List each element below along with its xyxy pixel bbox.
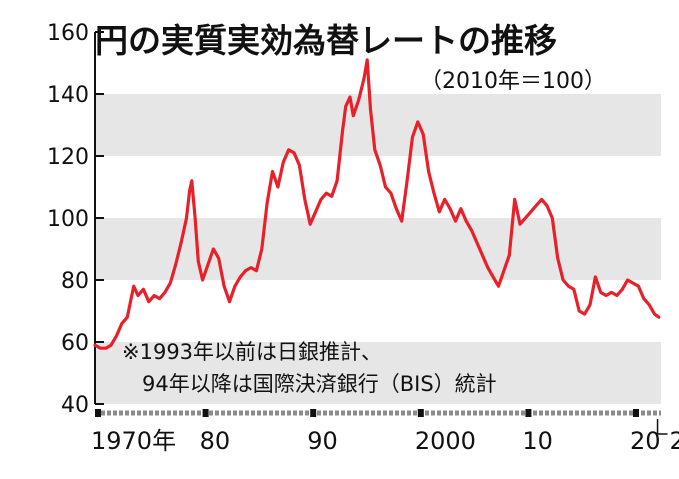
x-decade-marker bbox=[417, 409, 424, 417]
y-tick-label: 100 bbox=[47, 207, 89, 232]
source-note-line-2: 94年以降は国際決済銀行（BIS）統計 bbox=[142, 372, 497, 396]
x-decade-marker bbox=[310, 409, 317, 417]
source-note-line-1: ※1993年以前は日銀推計、 bbox=[122, 340, 382, 364]
grid-band bbox=[95, 342, 661, 404]
x-axis-labels: 1970年 80 90 2000 10 20 22 bbox=[91, 419, 679, 455]
x-tick-label: 20 bbox=[630, 427, 661, 455]
x-tick-label: 2000 bbox=[415, 427, 476, 455]
y-tick-label: 40 bbox=[61, 393, 89, 418]
x-axis bbox=[95, 409, 661, 417]
x-tick-label: 10 bbox=[522, 427, 553, 455]
y-tick-label: 160 bbox=[47, 21, 89, 46]
y-tick-label: 120 bbox=[47, 145, 89, 170]
x-decade-marker bbox=[95, 409, 101, 417]
x-decade-marker bbox=[202, 409, 209, 417]
grid-band bbox=[95, 218, 661, 280]
end-label-connector bbox=[656, 419, 668, 435]
series-line bbox=[93, 58, 661, 350]
x-decade-marker bbox=[525, 409, 532, 417]
chart-title: 円の実質実効為替レートの推移 bbox=[95, 21, 557, 60]
grid-band bbox=[95, 94, 661, 156]
y-axis-ticks: 40 60 80 100 120 140 160 bbox=[47, 21, 104, 418]
x-tick-label: 1970年 bbox=[91, 427, 176, 455]
y-tick-label: 80 bbox=[61, 269, 89, 294]
y-tick-label: 60 bbox=[61, 331, 89, 356]
chart-subtitle: （2010年＝100） bbox=[420, 69, 606, 94]
x-tick-label: 80 bbox=[200, 427, 231, 455]
x-tick-label: 90 bbox=[307, 427, 338, 455]
x-decade-marker bbox=[633, 409, 640, 417]
y-tick-label: 140 bbox=[47, 83, 89, 108]
x-end-label: 22 bbox=[670, 427, 679, 455]
grid-bands bbox=[95, 94, 661, 404]
